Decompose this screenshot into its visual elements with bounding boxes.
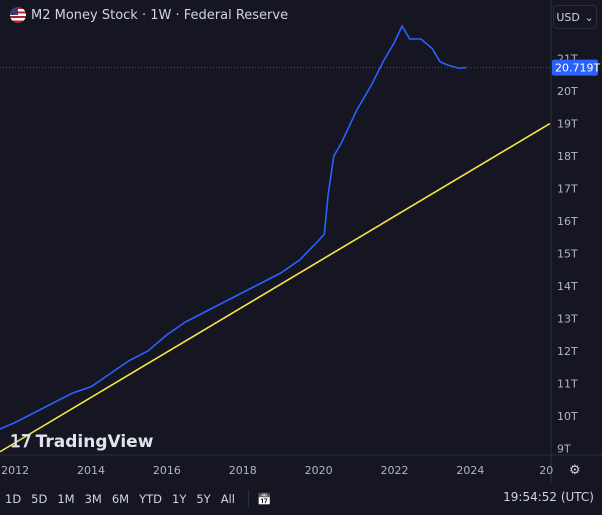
y-tick-label: 12T	[557, 345, 578, 358]
range-button-6m[interactable]: 6M	[111, 492, 130, 506]
range-button-1y[interactable]: 1Y	[172, 492, 187, 506]
chart-title: M2 Money Stock · 1W · Federal Reserve	[10, 7, 288, 23]
last-price-label-bg	[552, 59, 598, 76]
range-button-all[interactable]: All	[220, 492, 235, 506]
x-tick-label: 2018	[229, 464, 257, 477]
calendar-goto-icon[interactable]: 📅	[256, 492, 272, 506]
x-tick-label: 2012	[1, 464, 29, 477]
m2-series-line	[0, 24, 467, 430]
range-button-1d[interactable]: 1D	[5, 492, 22, 506]
y-tick-label: 20T	[557, 85, 578, 98]
y-tick-label: 19T	[557, 118, 578, 131]
y-tick-label: 16T	[557, 215, 578, 228]
tradingview-logo: 𝟣𝟩 TradingView	[10, 432, 153, 452]
currency-select[interactable]: USD ⌄	[553, 5, 597, 29]
y-tick-label: 17T	[557, 183, 578, 196]
x-tick-label: 20	[539, 464, 553, 477]
trend-line[interactable]	[0, 122, 551, 453]
gear-icon[interactable]: ⚙	[569, 463, 581, 478]
range-button-1m[interactable]: 1M	[57, 492, 75, 506]
us-flag-icon	[10, 7, 26, 23]
y-tick-label: 15T	[557, 248, 578, 261]
y-tick-label: 18T	[557, 150, 578, 163]
range-button-3m[interactable]: 3M	[84, 492, 102, 506]
chevron-down-icon: ⌄	[584, 10, 594, 24]
chart-canvas[interactable]: 9T10T11T12T13T14T15T16T17T18T19T20T21T20…	[0, 0, 602, 483]
range-button-5d[interactable]: 5D	[31, 492, 48, 506]
x-tick-label: 2022	[380, 464, 408, 477]
title-text: M2 Money Stock · 1W · Federal Reserve	[31, 7, 289, 23]
clock: 19:54:52 (UTC)	[503, 490, 594, 504]
y-tick-label: 13T	[557, 313, 578, 326]
range-button-ytd[interactable]: YTD	[139, 492, 162, 506]
x-tick-label: 2020	[305, 464, 333, 477]
divider	[247, 490, 249, 508]
y-tick-label: 14T	[557, 280, 578, 293]
x-tick-label: 2024	[456, 464, 484, 477]
logo-text: TradingView	[35, 432, 154, 452]
last-price-label: 20.719T	[555, 62, 600, 75]
y-tick-label: 11T	[557, 378, 578, 391]
bottom-toolbar: 1D 5D 1M 3M 6M YTD 1Y 5Y All 📅	[0, 483, 602, 515]
currency-label: USD	[556, 10, 580, 24]
range-button-5y[interactable]: 5Y	[196, 492, 211, 506]
x-tick-label: 2016	[153, 464, 181, 477]
y-tick-label: 10T	[557, 410, 578, 423]
x-tick-label: 2014	[77, 464, 105, 477]
tv-logo-icon: 𝟣𝟩	[10, 432, 32, 452]
y-tick-label: 9T	[557, 443, 571, 456]
